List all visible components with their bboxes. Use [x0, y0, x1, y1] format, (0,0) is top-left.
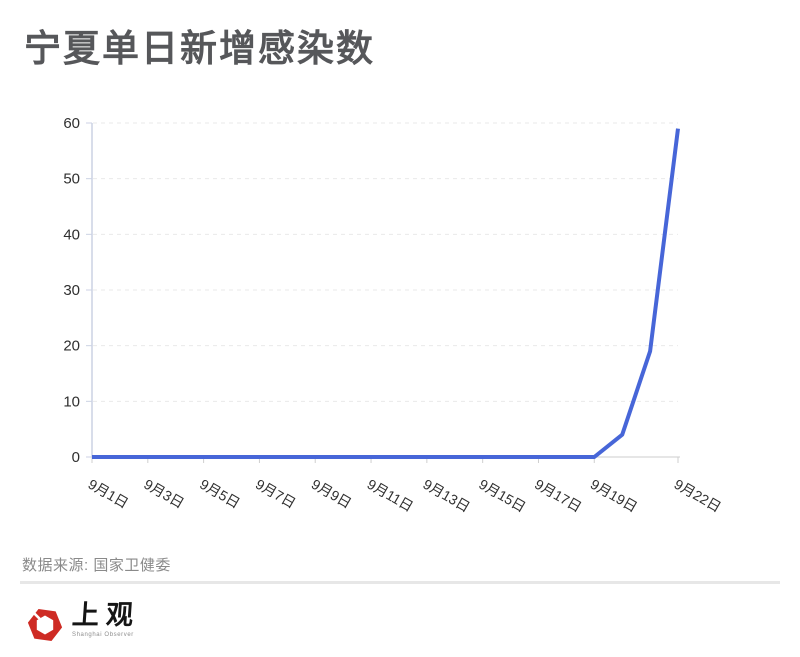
x-tick-label: 9月22日: [672, 476, 724, 516]
hexagon-hole: [36, 615, 54, 635]
logo-en-text: Shanghai Observer: [72, 632, 134, 638]
x-tick-label: 9月13日: [420, 476, 472, 516]
y-tick-label: 30: [63, 282, 80, 299]
x-tick-label: 9月17日: [532, 476, 584, 516]
y-tick-label: 50: [63, 171, 80, 188]
publisher-logo: 上观 Shanghai Observer: [26, 600, 142, 646]
hexagon-notch: [30, 609, 41, 620]
logo-text: 上观 Shanghai Observer: [70, 600, 142, 638]
shanghai-observer-hexagon-icon: [27, 609, 63, 641]
data-series-line: [92, 128, 680, 459]
x-tick-label: 9月7日: [253, 476, 299, 512]
data-source-label: 数据来源: 国家卫健委: [22, 557, 171, 574]
x-tick-label: 9月3日: [141, 476, 187, 512]
x-tick-label: 9月1日: [86, 476, 132, 512]
y-tick-label: 20: [63, 338, 80, 355]
x-tick-label: 9月15日: [476, 476, 528, 516]
y-tick-label: 40: [63, 226, 80, 243]
x-tick-label: 9月5日: [197, 476, 243, 512]
logo-cn-text: 上观: [70, 600, 142, 631]
x-tick-label: 9月9日: [309, 476, 355, 512]
y-tick-label: 60: [63, 115, 80, 132]
footer-divider: [20, 581, 780, 584]
x-tick-label: 9月19日: [588, 476, 640, 516]
x-tick-label: 9月11日: [365, 476, 417, 515]
y-tick-label: 10: [63, 393, 80, 410]
y-tick-label: 0: [72, 449, 80, 466]
chart-title: 宁夏单日新增感染数: [24, 28, 375, 69]
